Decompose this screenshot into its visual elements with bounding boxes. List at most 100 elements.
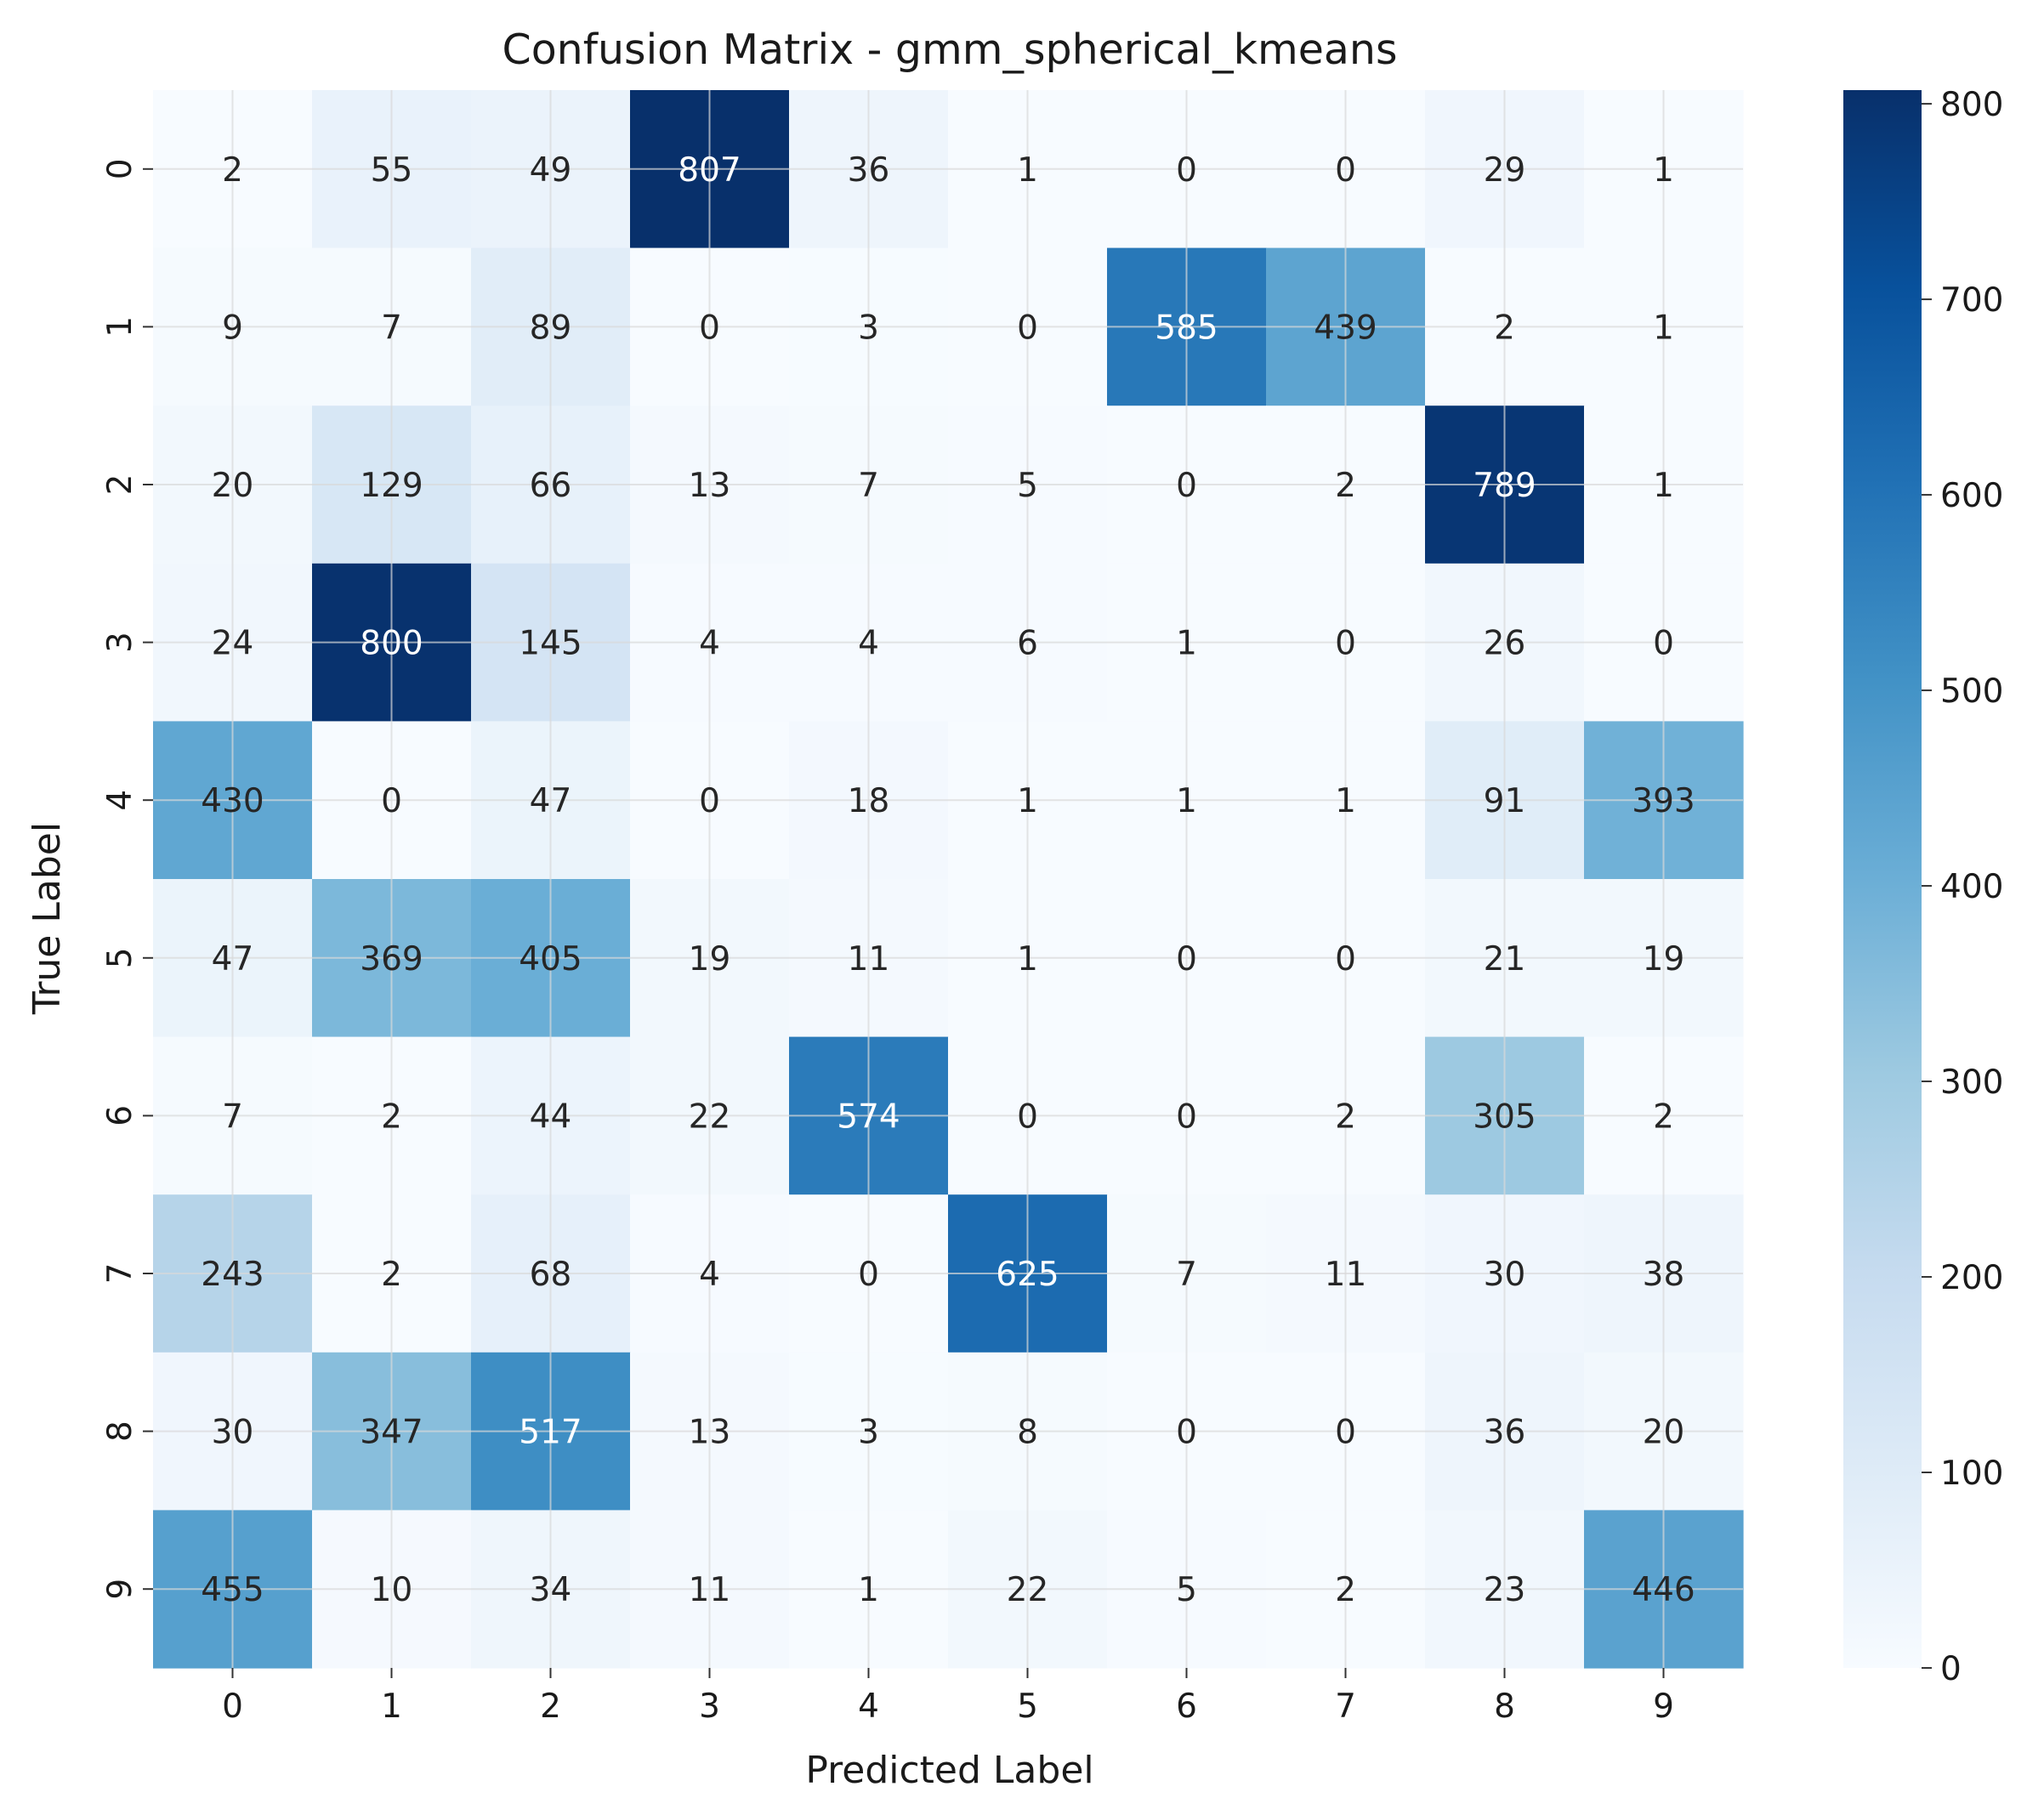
cell-value-label: 55 — [371, 151, 413, 190]
cell-value-label: 0 — [1176, 151, 1197, 190]
cell-value-label: 91 — [1484, 782, 1526, 820]
y-axis-label: True Label — [26, 822, 69, 1015]
cell-value-label: 1 — [1017, 940, 1038, 978]
cell-value-label: 2 — [1335, 1098, 1356, 1136]
cell-value-label: 5 — [1176, 1571, 1197, 1609]
cell-value-label: 68 — [530, 1256, 572, 1294]
cell-value-label: 34 — [530, 1571, 572, 1609]
cell-value-label: 393 — [1632, 782, 1695, 820]
cell-value-label: 30 — [212, 1414, 254, 1452]
x-tick-label: 9 — [1653, 1687, 1674, 1726]
y-tick-label: 1 — [101, 316, 139, 337]
y-tick-label: 7 — [101, 1263, 139, 1285]
cell-value-label: 11 — [1325, 1256, 1367, 1294]
cell-value-label: 0 — [699, 782, 720, 820]
cell-value-label: 405 — [519, 940, 582, 978]
cell-value-label: 49 — [530, 151, 572, 190]
cell-value-label: 20 — [212, 467, 254, 505]
cell-value-label: 625 — [996, 1256, 1059, 1294]
cell-value-label: 807 — [678, 151, 741, 190]
cell-value-label: 0 — [1335, 940, 1356, 978]
cell-value-label: 66 — [530, 467, 572, 505]
cell-value-label: 7 — [1176, 1256, 1197, 1294]
cell-value-label: 19 — [689, 940, 731, 978]
cell-value-label: 4 — [699, 1256, 720, 1294]
cell-value-label: 1 — [1653, 467, 1674, 505]
cell-value-label: 19 — [1643, 940, 1685, 978]
y-tick-label: 3 — [101, 632, 139, 653]
cell-value-label: 0 — [1335, 1414, 1356, 1452]
cell-value-label: 0 — [858, 1256, 879, 1294]
cell-value-label: 0 — [1176, 467, 1197, 505]
cell-value-label: 2 — [1494, 309, 1515, 347]
cell-value-label: 24 — [212, 625, 254, 663]
cell-value-label: 517 — [519, 1414, 582, 1452]
y-tick-label: 5 — [101, 947, 139, 968]
cell-value-label: 439 — [1314, 309, 1377, 347]
cell-value-label: 18 — [848, 782, 890, 820]
cell-value-label: 0 — [1176, 1098, 1197, 1136]
cell-value-label: 47 — [530, 782, 572, 820]
cell-value-label: 23 — [1484, 1571, 1526, 1609]
colorbar-tick-label: 300 — [1940, 1063, 2003, 1102]
cell-value-label: 574 — [837, 1098, 900, 1136]
x-tick-label: 5 — [1017, 1687, 1038, 1726]
cell-value-label: 430 — [201, 782, 264, 820]
cell-value-label: 10 — [371, 1571, 413, 1609]
cell-value-label: 1 — [1653, 309, 1674, 347]
cell-value-label: 0 — [1176, 1414, 1197, 1452]
cell-value-label: 11 — [848, 940, 890, 978]
cell-value-label: 29 — [1484, 151, 1526, 190]
y-tick-label: 8 — [101, 1421, 139, 1442]
cell-value-label: 4 — [858, 625, 879, 663]
cell-value-label: 13 — [689, 1414, 731, 1452]
cell-value-label: 0 — [1335, 625, 1356, 663]
cell-value-label: 26 — [1484, 625, 1526, 663]
cell-value-label: 21 — [1484, 940, 1526, 978]
colorbar-tick-label: 800 — [1940, 86, 2003, 124]
colorbar-tick-label: 600 — [1940, 477, 2003, 515]
cell-value-label: 7 — [858, 467, 879, 505]
cell-value-label: 2 — [1653, 1098, 1674, 1136]
x-axis-label: Predicted Label — [805, 1749, 1093, 1792]
cell-value-label: 3 — [858, 1414, 879, 1452]
cell-value-label: 7 — [381, 309, 402, 347]
cell-value-label: 2 — [1335, 467, 1356, 505]
x-tick-label: 1 — [381, 1687, 402, 1726]
cell-value-label: 5 — [1017, 467, 1038, 505]
colorbar-tick-label: 400 — [1940, 868, 2003, 906]
x-tick-label: 8 — [1494, 1687, 1515, 1726]
cell-value-label: 36 — [1484, 1414, 1526, 1452]
cell-value-label: 2 — [1335, 1571, 1356, 1609]
cell-value-label: 800 — [360, 625, 423, 663]
cell-value-label: 3 — [858, 309, 879, 347]
cell-value-label: 47 — [212, 940, 254, 978]
cell-value-label: 9 — [222, 309, 243, 347]
colorbar-tick-label: 100 — [1940, 1455, 2003, 1493]
cell-value-label: 2 — [381, 1098, 402, 1136]
cell-value-label: 0 — [1653, 625, 1674, 663]
cell-value-label: 305 — [1473, 1098, 1536, 1136]
grid-lines — [153, 90, 1743, 1668]
colorbar-tick-label: 700 — [1940, 281, 2003, 320]
cell-value-label: 0 — [1176, 940, 1197, 978]
cell-value-label: 2 — [222, 151, 243, 190]
colorbar — [1843, 90, 1922, 1668]
cell-value-label: 22 — [1007, 1571, 1049, 1609]
x-tick-label: 3 — [699, 1687, 720, 1726]
y-axis-ticks: 0 1 2 3 4 5 6 7 8 9 — [101, 158, 153, 1600]
cell-value-label: 0 — [1335, 151, 1356, 190]
cell-value-label: 38 — [1643, 1256, 1685, 1294]
cell-value-label: 0 — [1017, 309, 1038, 347]
chart-title: Confusion Matrix - gmm_spherical_kmeans — [502, 26, 1397, 74]
cell-value-labels: 2 55 49 807 36 1 0 0 29 19 7 89 0 3 0 585 439 2 120 129 66 13… — [201, 151, 1695, 1609]
x-axis-ticks: 0 1 2 3 4 5 6 7 8 9 — [222, 1668, 1674, 1726]
cell-value-label: 1 — [1335, 782, 1356, 820]
cell-value-label: 20 — [1643, 1414, 1685, 1452]
cell-value-label: 585 — [1155, 309, 1218, 347]
x-tick-label: 0 — [222, 1687, 243, 1726]
cell-value-label: 1 — [1017, 782, 1038, 820]
colorbar-tick-label: 500 — [1940, 672, 2003, 711]
x-tick-label: 6 — [1176, 1687, 1197, 1726]
